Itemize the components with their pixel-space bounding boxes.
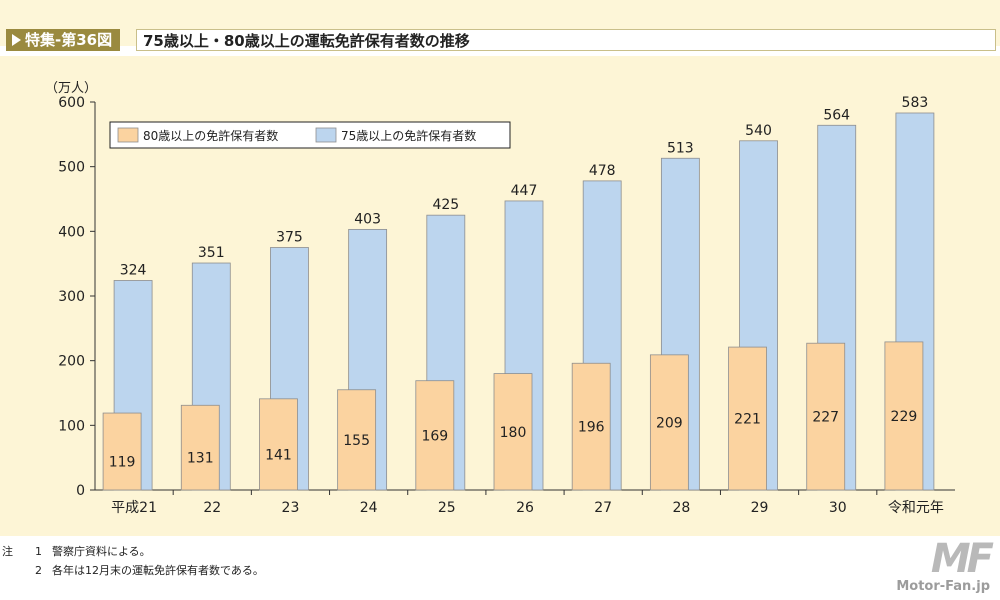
x-tick-label: 22 [203,500,221,516]
legend-label-75-plus: 75歳以上の免許保有者数 [341,128,476,143]
bar-80-plus [728,346,767,491]
y-tick-label: 400 [58,224,85,240]
watermark: MF Motor-Fan.jp [896,536,994,594]
note-lead: 注 [2,545,13,558]
notes: 注 1 警察庁資料による。 2 各年は12月末の運転免許保有者数である。 [2,542,264,580]
data-label-80-plus: 119 [109,455,136,471]
data-label-75-plus: 324 [120,262,147,278]
watermark-logo: MF [930,536,994,582]
bar-80-plus [571,362,611,491]
data-label-80-plus: 209 [656,415,683,431]
y-tick-label: 0 [76,483,85,499]
data-label-75-plus: 375 [276,230,303,246]
legend-box [109,121,511,149]
x-tick-label: 27 [594,500,612,516]
data-label-80-plus: 227 [812,410,839,426]
data-label-80-plus: 155 [343,433,370,449]
data-label-75-plus: 564 [823,107,850,123]
bar-80-plus [337,389,377,491]
note-text: 各年は12月末の運転免許保有者数である。 [52,564,264,577]
y-axis-label: （万人） [45,81,97,96]
x-tick-label: 令和元年 [888,500,944,516]
legend-swatch-80-plus [117,127,139,143]
data-label-80-plus: 141 [265,447,292,463]
data-label-80-plus: 229 [891,409,918,425]
bar-80-plus [493,373,533,491]
bar-80-plus [884,341,924,491]
legend-label-80-plus: 80歳以上の免許保有者数 [143,128,278,143]
note-row: 注 1 警察庁資料による。 [2,542,264,561]
bar-80-plus [180,404,220,491]
bar-80-plus [259,398,298,491]
y-tick-label: 600 [58,95,85,111]
data-label-75-plus: 540 [745,123,772,139]
data-label-75-plus: 478 [589,163,616,179]
x-tick-label: 26 [516,500,534,516]
x-tick-label: 23 [282,500,300,516]
y-tick-label: 200 [58,354,85,370]
y-tick-label: 500 [58,160,85,176]
x-tick-label: 30 [829,500,847,516]
x-tick-label: 平成21 [111,500,157,516]
data-label-75-plus: 583 [902,95,929,111]
x-tick-label: 29 [751,500,769,516]
note-number: 2 [35,564,42,577]
figure-tag-label: 特集-第36図 [25,31,113,49]
legend-swatch-75-plus [315,127,337,143]
note-row: 2 各年は12月末の運転免許保有者数である。 [2,561,264,580]
figure-title: 75歳以上・80歳以上の運転免許保有者数の推移 [136,29,996,51]
data-label-75-plus: 403 [354,211,381,227]
bar-80-plus [806,342,846,491]
bar-80-plus [415,380,455,491]
data-label-75-plus: 425 [432,197,459,213]
data-label-75-plus: 351 [198,245,225,261]
note-text: 警察庁資料による。 [52,545,151,558]
bar-80-plus [102,412,142,491]
note-number: 1 [35,545,42,558]
data-label-80-plus: 221 [734,412,761,428]
x-tick-label: 28 [672,500,690,516]
triangle-icon [12,34,21,46]
data-label-80-plus: 196 [578,420,605,436]
bar-80-plus [649,354,689,491]
data-label-80-plus: 131 [187,451,214,467]
figure-header: 特集-第36図 75歳以上・80歳以上の運転免許保有者数の推移 [0,0,1000,51]
x-tick-label: 24 [360,500,378,516]
data-label-75-plus: 513 [667,140,694,156]
data-label-75-plus: 447 [511,183,538,199]
data-label-80-plus: 169 [421,428,448,444]
watermark-site: Motor-Fan.jp [896,579,990,594]
figure-tag: 特集-第36図 [6,29,121,51]
y-tick-label: 100 [58,418,85,434]
data-label-80-plus: 180 [500,425,527,441]
x-tick-label: 25 [438,500,456,516]
y-tick-label: 300 [58,289,85,305]
